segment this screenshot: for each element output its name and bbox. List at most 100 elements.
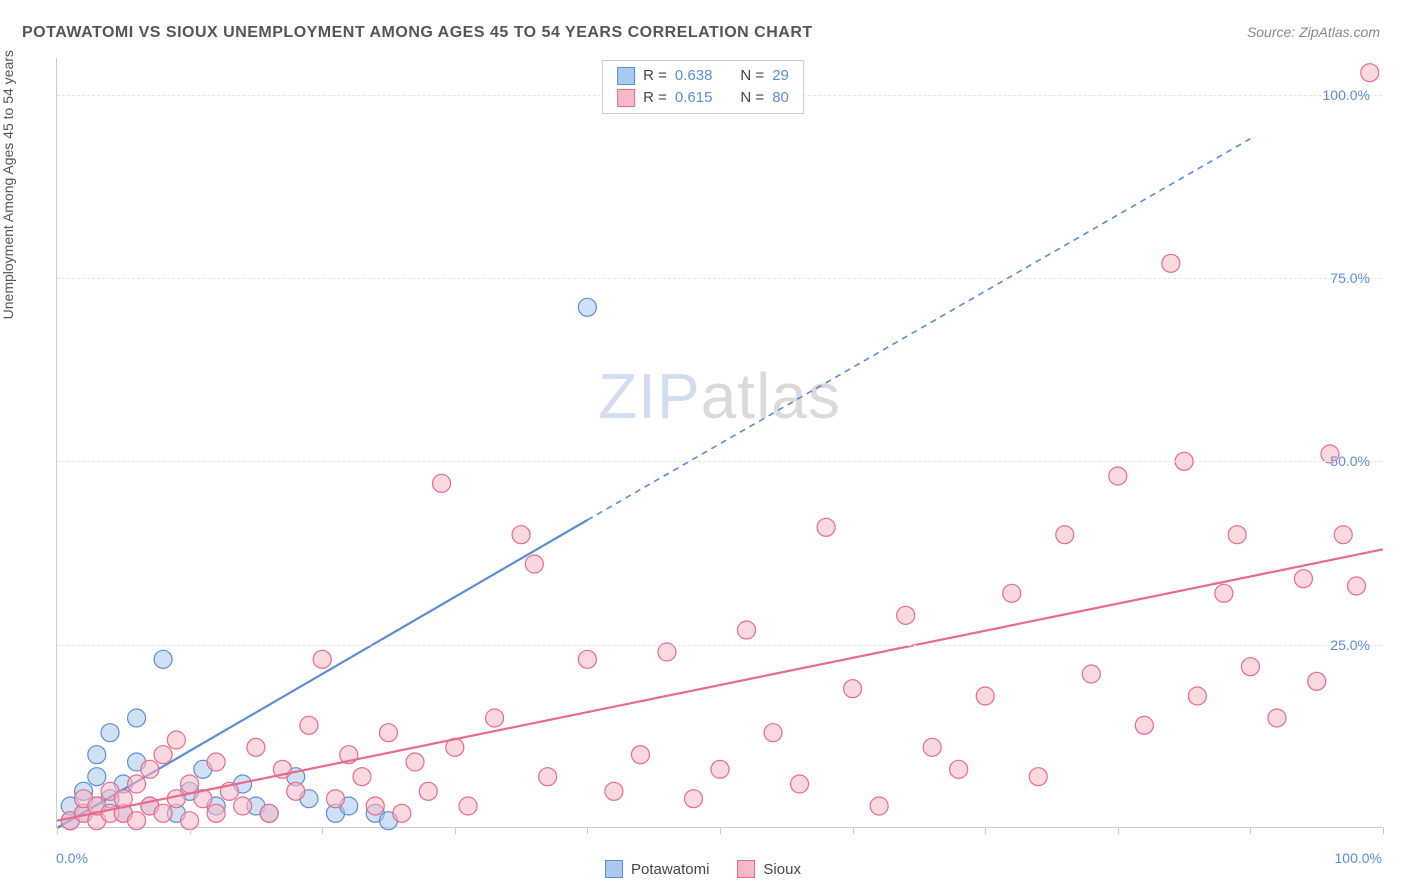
scatter-point	[154, 746, 172, 764]
scatter-point	[578, 650, 596, 668]
scatter-point	[1082, 665, 1100, 683]
scatter-point	[539, 768, 557, 786]
scatter-point	[870, 797, 888, 815]
gridline	[57, 645, 1382, 646]
scatter-point	[393, 804, 411, 822]
x-tick	[1250, 827, 1251, 834]
scatter-point	[459, 797, 477, 815]
legend-n-label: N =	[740, 87, 764, 109]
scatter-point	[711, 760, 729, 778]
y-tick-label: 100.0%	[1323, 87, 1370, 103]
scatter-point	[658, 643, 676, 661]
x-tick	[853, 827, 854, 834]
scatter-point	[844, 680, 862, 698]
x-tick-label: 100.0%	[1335, 850, 1382, 866]
x-tick	[720, 827, 721, 834]
scatter-point	[976, 687, 994, 705]
legend-r-value: 0.615	[675, 87, 713, 109]
x-tick	[322, 827, 323, 834]
trend-line-dashed	[587, 139, 1250, 520]
chart-container: POTAWATOMI VS SIOUX UNEMPLOYMENT AMONG A…	[0, 0, 1406, 892]
legend-swatch	[737, 860, 755, 878]
scatter-point	[419, 782, 437, 800]
scatter-point	[1162, 254, 1180, 272]
legend-row: R =0.638N =29	[617, 65, 789, 87]
scatter-point	[260, 804, 278, 822]
scatter-point	[1135, 716, 1153, 734]
series-legend: Potawatomi Sioux	[605, 860, 801, 878]
scatter-point	[1294, 570, 1312, 588]
scatter-point	[234, 797, 252, 815]
scatter-point	[1334, 526, 1352, 544]
legend-swatch	[617, 89, 635, 107]
scatter-point	[167, 731, 185, 749]
series-legend-label: Sioux	[763, 861, 801, 878]
x-tick-label: 0.0%	[56, 850, 88, 866]
scatter-point	[128, 709, 146, 727]
legend-swatch	[605, 860, 623, 878]
scatter-point	[181, 775, 199, 793]
scatter-point	[406, 753, 424, 771]
scatter-point	[578, 298, 596, 316]
legend-r-value: 0.638	[675, 65, 713, 87]
scatter-plot-svg	[57, 58, 1382, 827]
legend-swatch	[617, 67, 635, 85]
scatter-point	[1268, 709, 1286, 727]
x-tick	[1383, 827, 1384, 834]
scatter-point	[154, 804, 172, 822]
legend-r-label: R =	[643, 65, 667, 87]
scatter-point	[791, 775, 809, 793]
scatter-point	[950, 760, 968, 778]
y-tick-label: 25.0%	[1330, 637, 1370, 653]
scatter-point	[366, 797, 384, 815]
series-legend-item: Potawatomi	[605, 860, 709, 878]
gridline	[57, 461, 1382, 462]
scatter-point	[631, 746, 649, 764]
x-tick	[57, 827, 58, 834]
legend-n-value: 80	[772, 87, 789, 109]
scatter-point	[684, 790, 702, 808]
plot-area: ZIPatlas 25.0%50.0%75.0%100.0%	[56, 58, 1382, 828]
scatter-point	[512, 526, 530, 544]
scatter-point	[897, 606, 915, 624]
scatter-point	[167, 790, 185, 808]
scatter-point	[141, 760, 159, 778]
scatter-point	[313, 650, 331, 668]
scatter-point	[738, 621, 756, 639]
legend-r-label: R =	[643, 87, 667, 109]
scatter-point	[525, 555, 543, 573]
x-tick	[587, 827, 588, 834]
correlation-legend: R =0.638N =29R =0.615N =80	[602, 60, 804, 114]
scatter-point	[101, 724, 119, 742]
gridline	[57, 278, 1382, 279]
scatter-point	[1029, 768, 1047, 786]
scatter-point	[1056, 526, 1074, 544]
scatter-point	[88, 746, 106, 764]
scatter-point	[1109, 467, 1127, 485]
y-axis-label: Unemployment Among Ages 45 to 54 years	[0, 50, 16, 319]
scatter-point	[207, 804, 225, 822]
scatter-point	[128, 812, 146, 830]
scatter-point	[326, 790, 344, 808]
scatter-point	[1188, 687, 1206, 705]
scatter-point	[380, 724, 398, 742]
scatter-point	[300, 716, 318, 734]
scatter-point	[353, 768, 371, 786]
source-attribution: Source: ZipAtlas.com	[1247, 24, 1380, 40]
scatter-point	[433, 474, 451, 492]
x-tick	[455, 827, 456, 834]
scatter-point	[1347, 577, 1365, 595]
scatter-point	[1308, 672, 1326, 690]
scatter-point	[207, 753, 225, 771]
scatter-point	[287, 782, 305, 800]
chart-title: POTAWATOMI VS SIOUX UNEMPLOYMENT AMONG A…	[22, 24, 813, 42]
series-legend-item: Sioux	[737, 860, 801, 878]
x-tick	[190, 827, 191, 834]
legend-n-value: 29	[772, 65, 789, 87]
scatter-point	[817, 518, 835, 536]
series-legend-label: Potawatomi	[631, 861, 709, 878]
scatter-point	[1228, 526, 1246, 544]
y-tick-label: 50.0%	[1330, 453, 1370, 469]
scatter-point	[88, 768, 106, 786]
scatter-point	[1003, 584, 1021, 602]
